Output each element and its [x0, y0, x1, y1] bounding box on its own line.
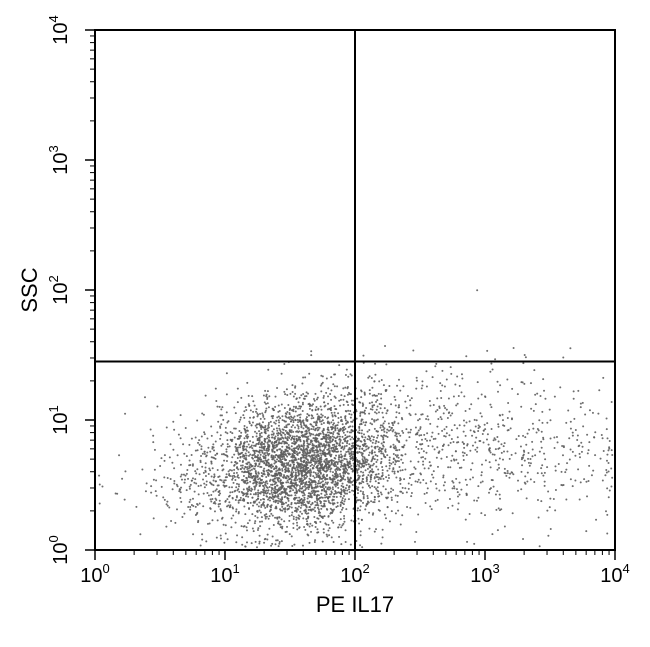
- chart-svg: 100101102103104100101102103104PE IL17SSC: [0, 0, 650, 647]
- y-axis-title: SSC: [17, 267, 42, 312]
- x-axis-title: PE IL17: [316, 592, 394, 617]
- flow-scatter-chart: 100101102103104100101102103104PE IL17SSC: [0, 0, 650, 647]
